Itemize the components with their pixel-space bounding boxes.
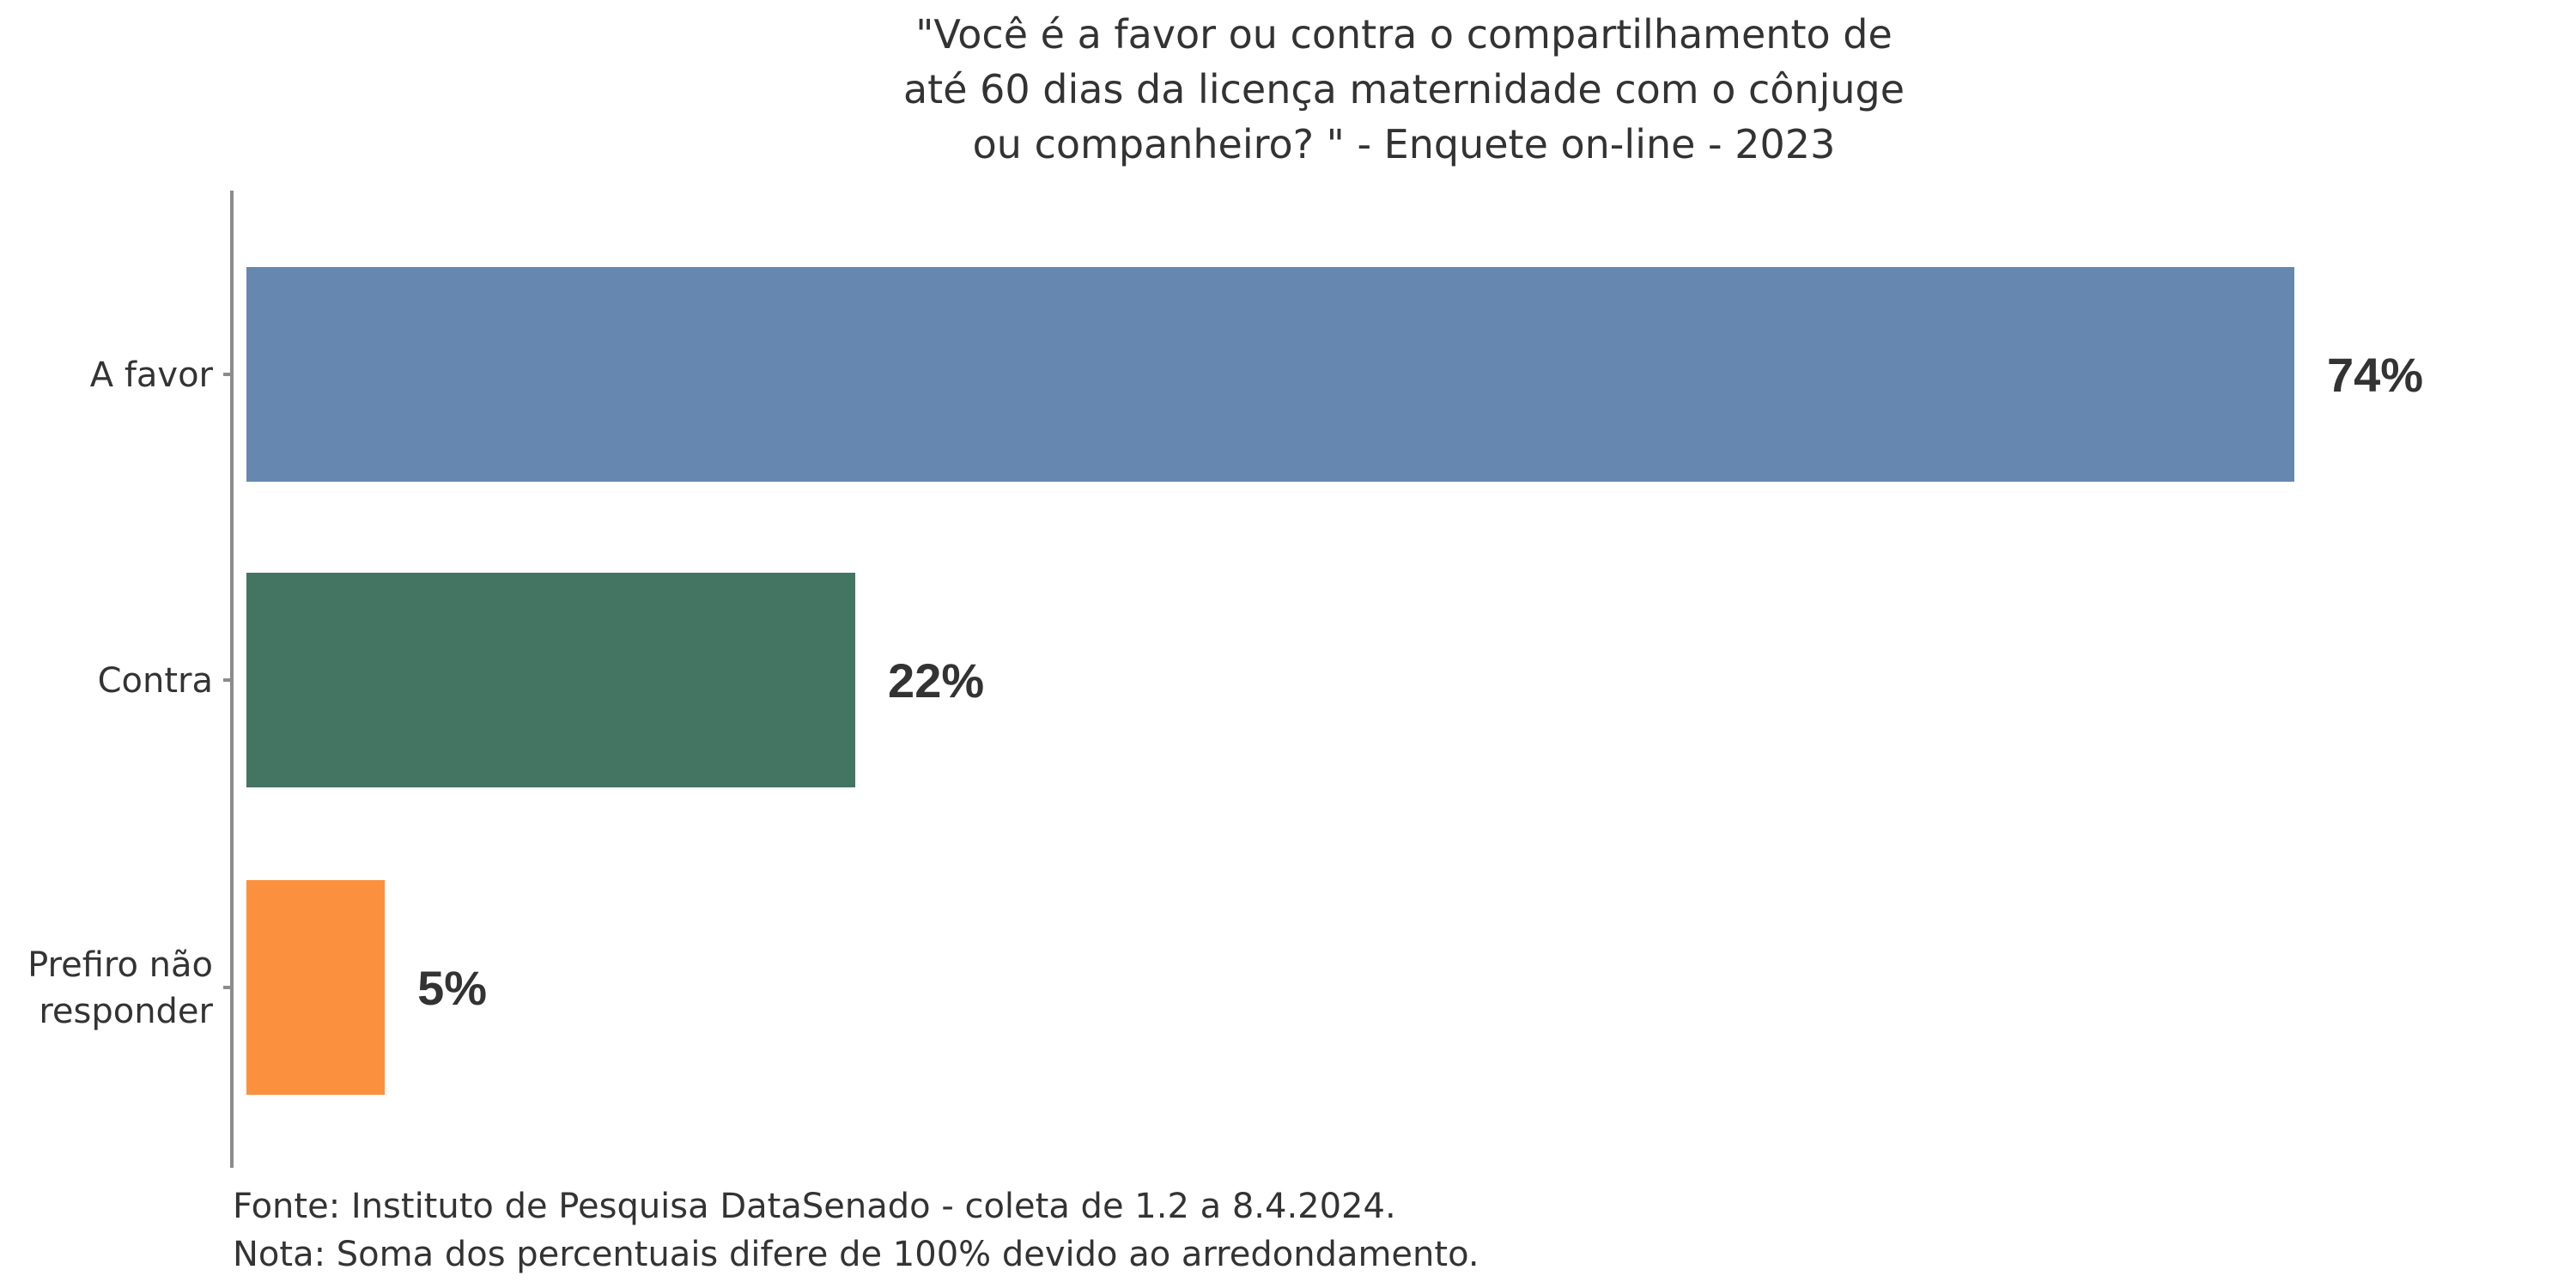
footnote-note: Nota: Soma dos percentuais difere de 100…	[233, 1235, 1479, 1274]
value-label-1: 22%	[888, 653, 984, 708]
bar-2	[246, 880, 386, 1095]
bar-0	[246, 267, 2294, 482]
category-label-2: Prefiro não responder	[27, 945, 213, 1031]
chart-title-line: "Você é a favor ou contra o compartilham…	[915, 11, 1893, 58]
category-label-1: Contra	[98, 661, 213, 701]
value-labels-group: 74% 22% 5%	[417, 348, 2423, 1015]
category-label-line: A favor	[90, 355, 214, 395]
category-label-0: A favor	[90, 355, 214, 395]
footnote-source: Fonte: Instituto de Pesquisa DataSenado …	[233, 1187, 1396, 1226]
y-ticks-group	[223, 373, 232, 989]
value-label-2: 5%	[417, 961, 487, 1015]
category-label-line: Contra	[98, 661, 213, 701]
footnotes: Fonte: Instituto de Pesquisa DataSenado …	[233, 1187, 1479, 1274]
chart-title-line: até 60 dias da licença maternidade com o…	[903, 66, 1905, 112]
bars-group	[246, 267, 2294, 1095]
category-labels-group: A favor Contra Prefiro não responder	[27, 355, 213, 1031]
bar-1	[246, 573, 856, 787]
chart-title-line: ou companheiro? " - Enquete on-line - 20…	[973, 121, 1836, 167]
value-label-0: 74%	[2327, 348, 2423, 402]
category-label-line: responder	[39, 992, 213, 1031]
chart-title: "Você é a favor ou contra o compartilham…	[903, 11, 1905, 167]
category-label-line: Prefiro não	[27, 945, 213, 985]
